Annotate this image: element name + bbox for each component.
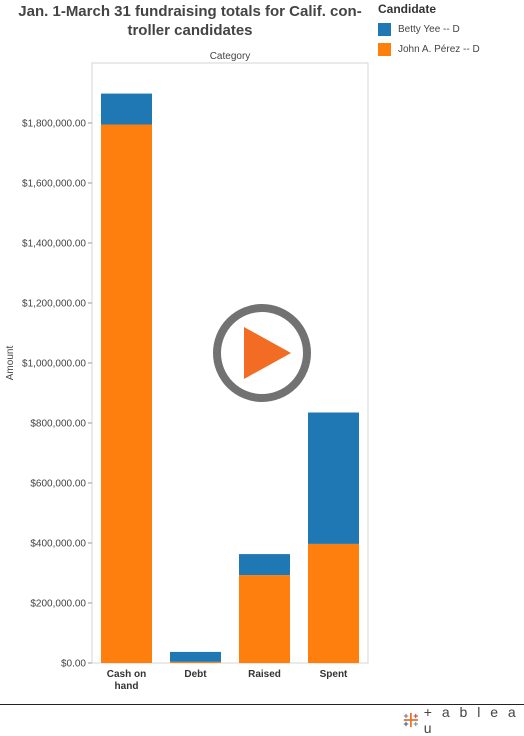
bar-betty-yee-d[interactable] [308, 412, 359, 544]
y-tick-label: $1,200,000.00 [22, 299, 86, 310]
bar-betty-yee-d[interactable] [239, 554, 290, 576]
x-tick-label: Cash on [107, 669, 146, 680]
y-tick-label: $1,400,000.00 [22, 239, 86, 250]
chart-title: Jan. 1-March 31 fundraising totals for C… [18, 3, 362, 39]
legend-label-john-perez: John A. Pérez -- D [398, 43, 480, 55]
y-tick-label: $1,000,000.00 [22, 359, 86, 370]
play-button-icon[interactable] [213, 304, 311, 402]
x-tick-label: Debt [184, 669, 207, 680]
legend-item-john-perez[interactable]: John A. Pérez -- D [378, 39, 524, 59]
y-tick-label: $200,000.00 [30, 599, 86, 610]
bar-betty-yee-d[interactable] [170, 651, 221, 662]
footer-divider [0, 704, 524, 705]
bar-john-a-p-rez-d[interactable] [239, 575, 290, 663]
x-tick-label: hand [115, 681, 139, 692]
legend-swatch-betty-yee [378, 22, 391, 36]
y-tick-label: $800,000.00 [30, 419, 86, 430]
column-header: Category [210, 51, 251, 62]
y-tick-label: $400,000.00 [30, 539, 86, 550]
bar-john-a-p-rez-d[interactable] [308, 543, 359, 663]
legend-item-betty-yee[interactable]: Betty Yee -- D [378, 19, 524, 39]
x-tick-label: Spent [320, 669, 348, 680]
legend-label-betty-yee: Betty Yee -- D [398, 23, 460, 35]
tableau-wordmark: + a b l e a u [423, 704, 519, 736]
y-tick-label: $0.00 [61, 659, 86, 670]
tableau-logo[interactable]: + a b l e a u [402, 704, 524, 736]
y-axis-label: Amount [5, 346, 16, 381]
legend-swatch-john-perez [378, 42, 391, 56]
bar-betty-yee-d[interactable] [101, 93, 152, 125]
bars [101, 93, 359, 664]
bar-chart: Category Amount $0.00 $200,000.00 $400,000… [5, 51, 369, 692]
y-tick-label: $600,000.00 [30, 479, 86, 490]
y-tick-label: $1,800,000.00 [22, 119, 86, 130]
legend: Candidate Betty Yee -- D John A. Pérez -… [378, 2, 524, 59]
y-tick-label: $1,600,000.00 [22, 179, 86, 190]
bar-john-a-p-rez-d[interactable] [170, 661, 221, 663]
legend-title: Candidate [378, 2, 437, 16]
tableau-logo-icon [403, 712, 419, 728]
x-tick-label: Raised [248, 669, 281, 680]
y-axis: $0.00 $200,000.00 $400,000.00 $600,000.00 $8… [22, 119, 92, 670]
bar-john-a-p-rez-d[interactable] [101, 124, 152, 664]
